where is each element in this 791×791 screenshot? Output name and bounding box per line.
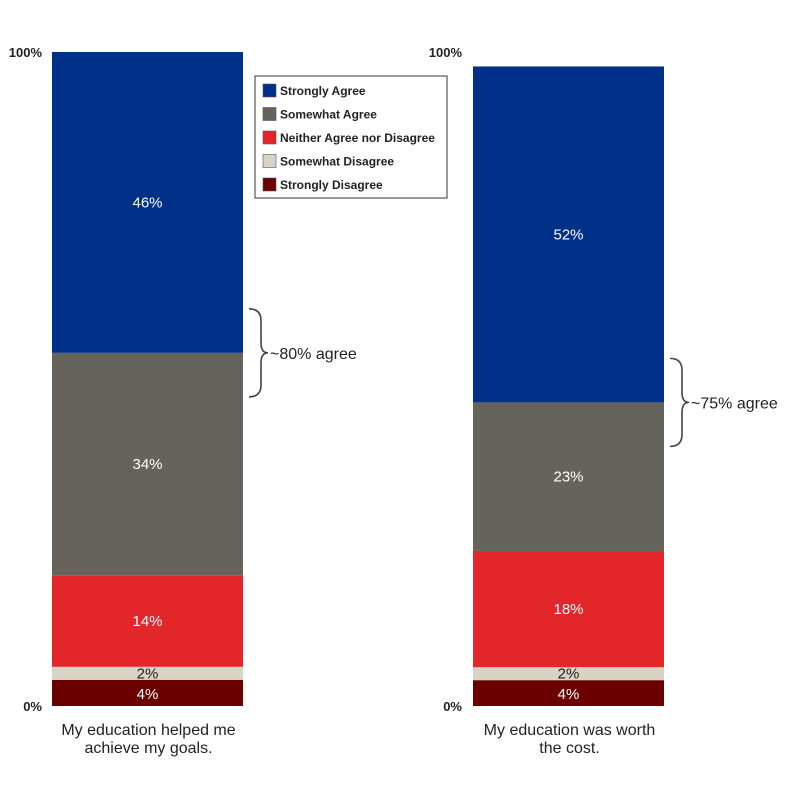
bar-segment-strongly-disagree [52,679,243,706]
segment-value-label: 14% [132,613,162,630]
bar-segment-somewhat-disagree [473,667,664,681]
y-tick-label: 0% [443,699,462,714]
bar-segment-somewhat-agree [473,402,664,551]
segment-value-label: 34% [132,456,162,473]
y-tick-label: 0% [23,699,42,714]
legend-label: Somewhat Agree [280,108,377,122]
legend-label: Neither Agree nor Disagree [280,131,435,145]
segment-value-label: 23% [553,469,583,486]
category-label: My education was worth [484,722,656,739]
y-tick-label: 100% [9,45,43,60]
agree-annotation: ~75% agree [691,395,778,412]
bar-segment-strongly-agree [52,52,243,353]
legend-label: Strongly Disagree [280,178,383,192]
legend-swatch [262,83,277,98]
curly-brace-icon [248,308,269,398]
category-label: the cost. [539,740,599,757]
y-tick-label: 100% [429,45,463,60]
bar-segment-neither-agree-nor-disagree [473,550,664,668]
legend-label: Strongly Agree [280,84,366,98]
bar-segment-somewhat-agree [52,352,243,576]
legend-swatch [262,130,277,145]
segment-value-label: 2% [558,666,580,683]
legend-swatch [262,154,277,168]
segment-value-label: 18% [553,601,583,618]
segment-value-label: 2% [137,665,159,682]
curly-brace-icon [669,357,690,448]
bar-segment-somewhat-disagree [52,666,243,680]
agree-annotation: ~80% agree [270,346,357,363]
category-label: My education helped me [61,722,235,739]
bar-segment-strongly-disagree [473,680,664,706]
bar-segment-neither-agree-nor-disagree [52,575,243,667]
legend-swatch [262,107,277,121]
legend-swatch [262,177,277,192]
bar-segment-strongly-agree [473,66,664,403]
segment-value-label: 4% [558,686,580,703]
legend-box [254,75,448,199]
category-label: achieve my goals. [84,740,212,757]
segment-value-label: 4% [137,686,159,703]
legend-label: Somewhat Disagree [280,155,394,169]
segment-value-label: 46% [132,194,162,211]
segment-value-label: 52% [553,226,583,243]
